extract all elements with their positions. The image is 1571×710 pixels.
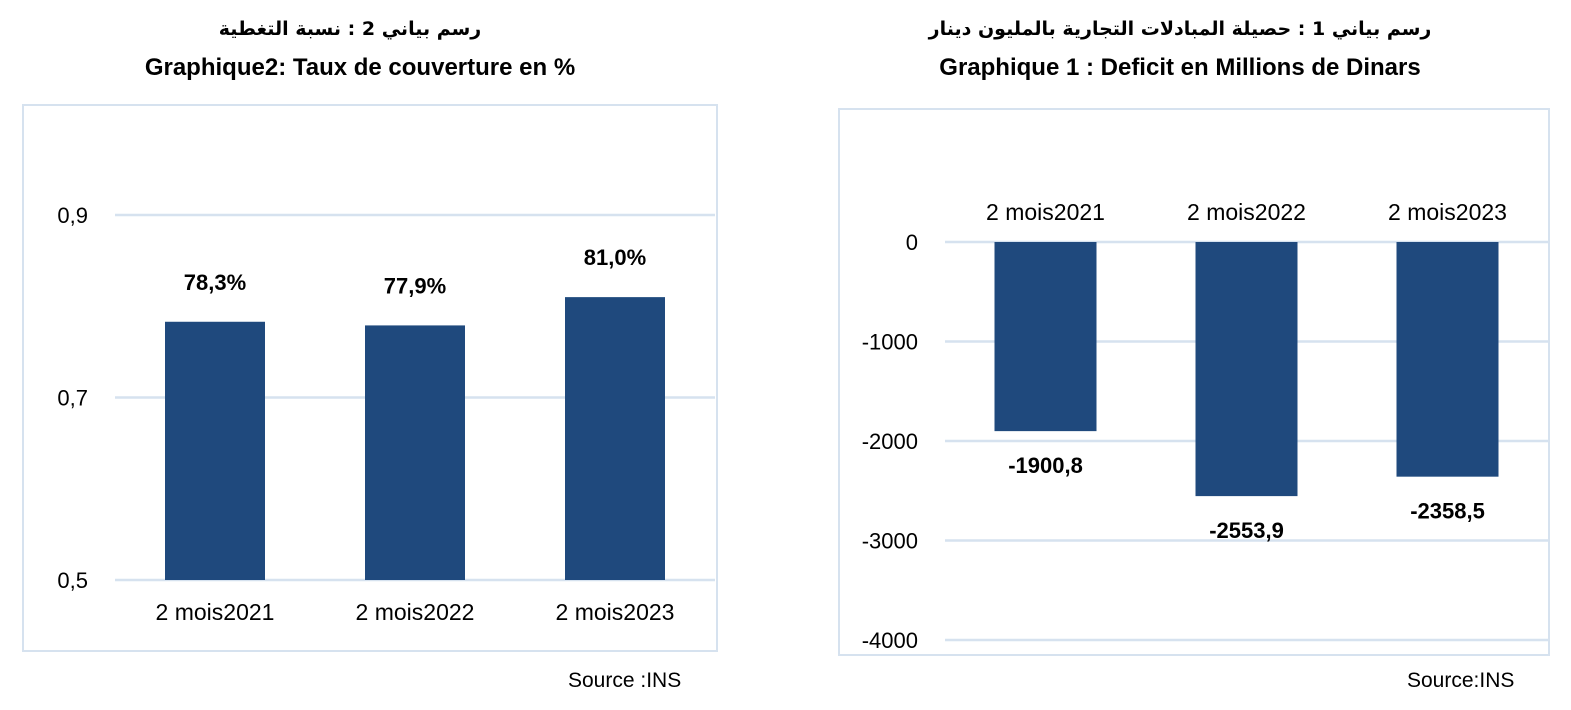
left-chart-source: Source :INS (568, 669, 682, 692)
left-chart-title-arabic: رسم بياني 2 : نسبة التغطية (218, 18, 482, 40)
y-tick-label: 0 (906, 230, 918, 255)
y-tick-label: 0,9 (57, 203, 88, 228)
bar (565, 297, 665, 580)
y-tick-label: 0,5 (57, 568, 88, 593)
x-tick-label: 2 mois2022 (1187, 199, 1306, 225)
bar (1195, 242, 1298, 497)
x-tick-label: 2 mois2023 (1388, 199, 1507, 225)
bar (165, 321, 265, 580)
right-chart-source: Source:INS (1407, 669, 1515, 692)
x-tick-label: 2 mois2021 (986, 199, 1105, 225)
y-tick-label: -2000 (862, 429, 918, 454)
x-tick-label: 2 mois2023 (556, 599, 675, 625)
data-label: -1900,8 (1008, 453, 1083, 478)
bar (365, 325, 465, 580)
x-tick-label: 2 mois2022 (356, 599, 475, 625)
data-label: 81,0% (584, 245, 646, 270)
y-tick-label: -3000 (862, 529, 918, 554)
data-label: 77,9% (384, 273, 446, 298)
data-label: -2358,5 (1410, 499, 1485, 524)
bar (994, 242, 1097, 432)
y-tick-label: -4000 (862, 628, 918, 653)
y-tick-label: -1000 (862, 330, 918, 355)
left-chart-title: Graphique2: Taux de couverture en % (144, 54, 576, 81)
data-label: 78,3% (184, 270, 246, 295)
x-tick-label: 2 mois2021 (156, 599, 275, 625)
right-chart-title-arabic: رسم بياني 1 : حصيلة المبادلات التجارية ب… (928, 18, 1432, 40)
data-label: -2553,9 (1209, 518, 1284, 543)
bar (1396, 242, 1499, 477)
y-tick-label: 0,7 (57, 386, 88, 411)
right-chart-title: Graphique 1 : Deficit en Millions de Din… (939, 54, 1421, 81)
